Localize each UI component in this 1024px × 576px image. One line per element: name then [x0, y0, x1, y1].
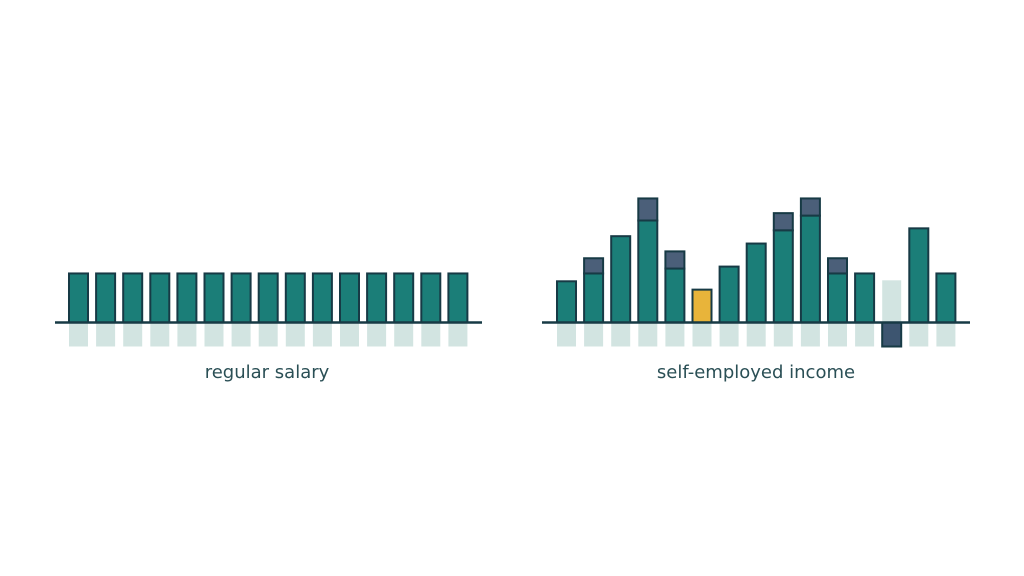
reflection — [367, 322, 387, 347]
bar — [908, 227, 930, 324]
bar — [68, 272, 89, 324]
bar — [799, 197, 821, 217]
bar — [882, 280, 902, 323]
reflection — [96, 322, 116, 347]
bar — [718, 265, 740, 324]
bar — [95, 272, 117, 324]
bar — [637, 219, 659, 324]
bar — [935, 272, 957, 324]
reflection — [340, 322, 359, 347]
reflection — [800, 322, 820, 347]
reflection — [611, 322, 631, 347]
reflection — [557, 322, 576, 347]
bar — [556, 280, 577, 324]
bar — [284, 272, 306, 324]
bar — [203, 272, 225, 324]
bar — [583, 257, 605, 275]
reflection — [746, 322, 766, 347]
reflection — [773, 322, 793, 347]
bar — [311, 272, 333, 324]
bar — [393, 272, 415, 324]
reflection — [692, 322, 712, 347]
reflection — [828, 322, 847, 347]
bar — [772, 229, 794, 324]
bar — [257, 272, 279, 324]
reflection — [638, 322, 658, 347]
bar — [664, 250, 686, 270]
chart-label: self-employed income — [657, 362, 855, 383]
reflection — [231, 322, 251, 347]
reflection — [421, 322, 441, 347]
reflection — [936, 322, 956, 347]
bar — [664, 267, 686, 324]
bar — [854, 272, 876, 324]
bar — [583, 272, 605, 324]
bar — [772, 212, 794, 232]
reflection — [448, 322, 468, 347]
bar — [745, 242, 767, 324]
bar — [339, 272, 360, 324]
bar — [610, 235, 632, 324]
bar — [799, 214, 821, 324]
reflection — [855, 322, 875, 347]
bar — [366, 272, 388, 324]
reflection — [204, 322, 224, 347]
reflection — [909, 322, 929, 347]
reflection — [394, 322, 414, 347]
bar — [691, 288, 713, 324]
bar — [230, 272, 252, 324]
chart-label: regular salary — [205, 362, 330, 383]
bar — [176, 272, 198, 324]
reflection — [665, 322, 685, 347]
bar — [827, 272, 848, 324]
reflection — [719, 322, 739, 347]
bar — [149, 272, 171, 324]
reflection — [69, 322, 88, 347]
reflection — [285, 322, 305, 347]
bar — [447, 272, 469, 324]
bar — [881, 321, 903, 348]
bar — [420, 272, 442, 324]
reflection — [123, 322, 143, 347]
bar — [827, 257, 848, 275]
reflection — [312, 322, 332, 347]
reflection — [258, 322, 278, 347]
reflection — [584, 322, 604, 347]
bar — [122, 272, 144, 324]
reflection — [177, 322, 197, 347]
bar — [637, 197, 659, 222]
reflection — [150, 322, 170, 347]
